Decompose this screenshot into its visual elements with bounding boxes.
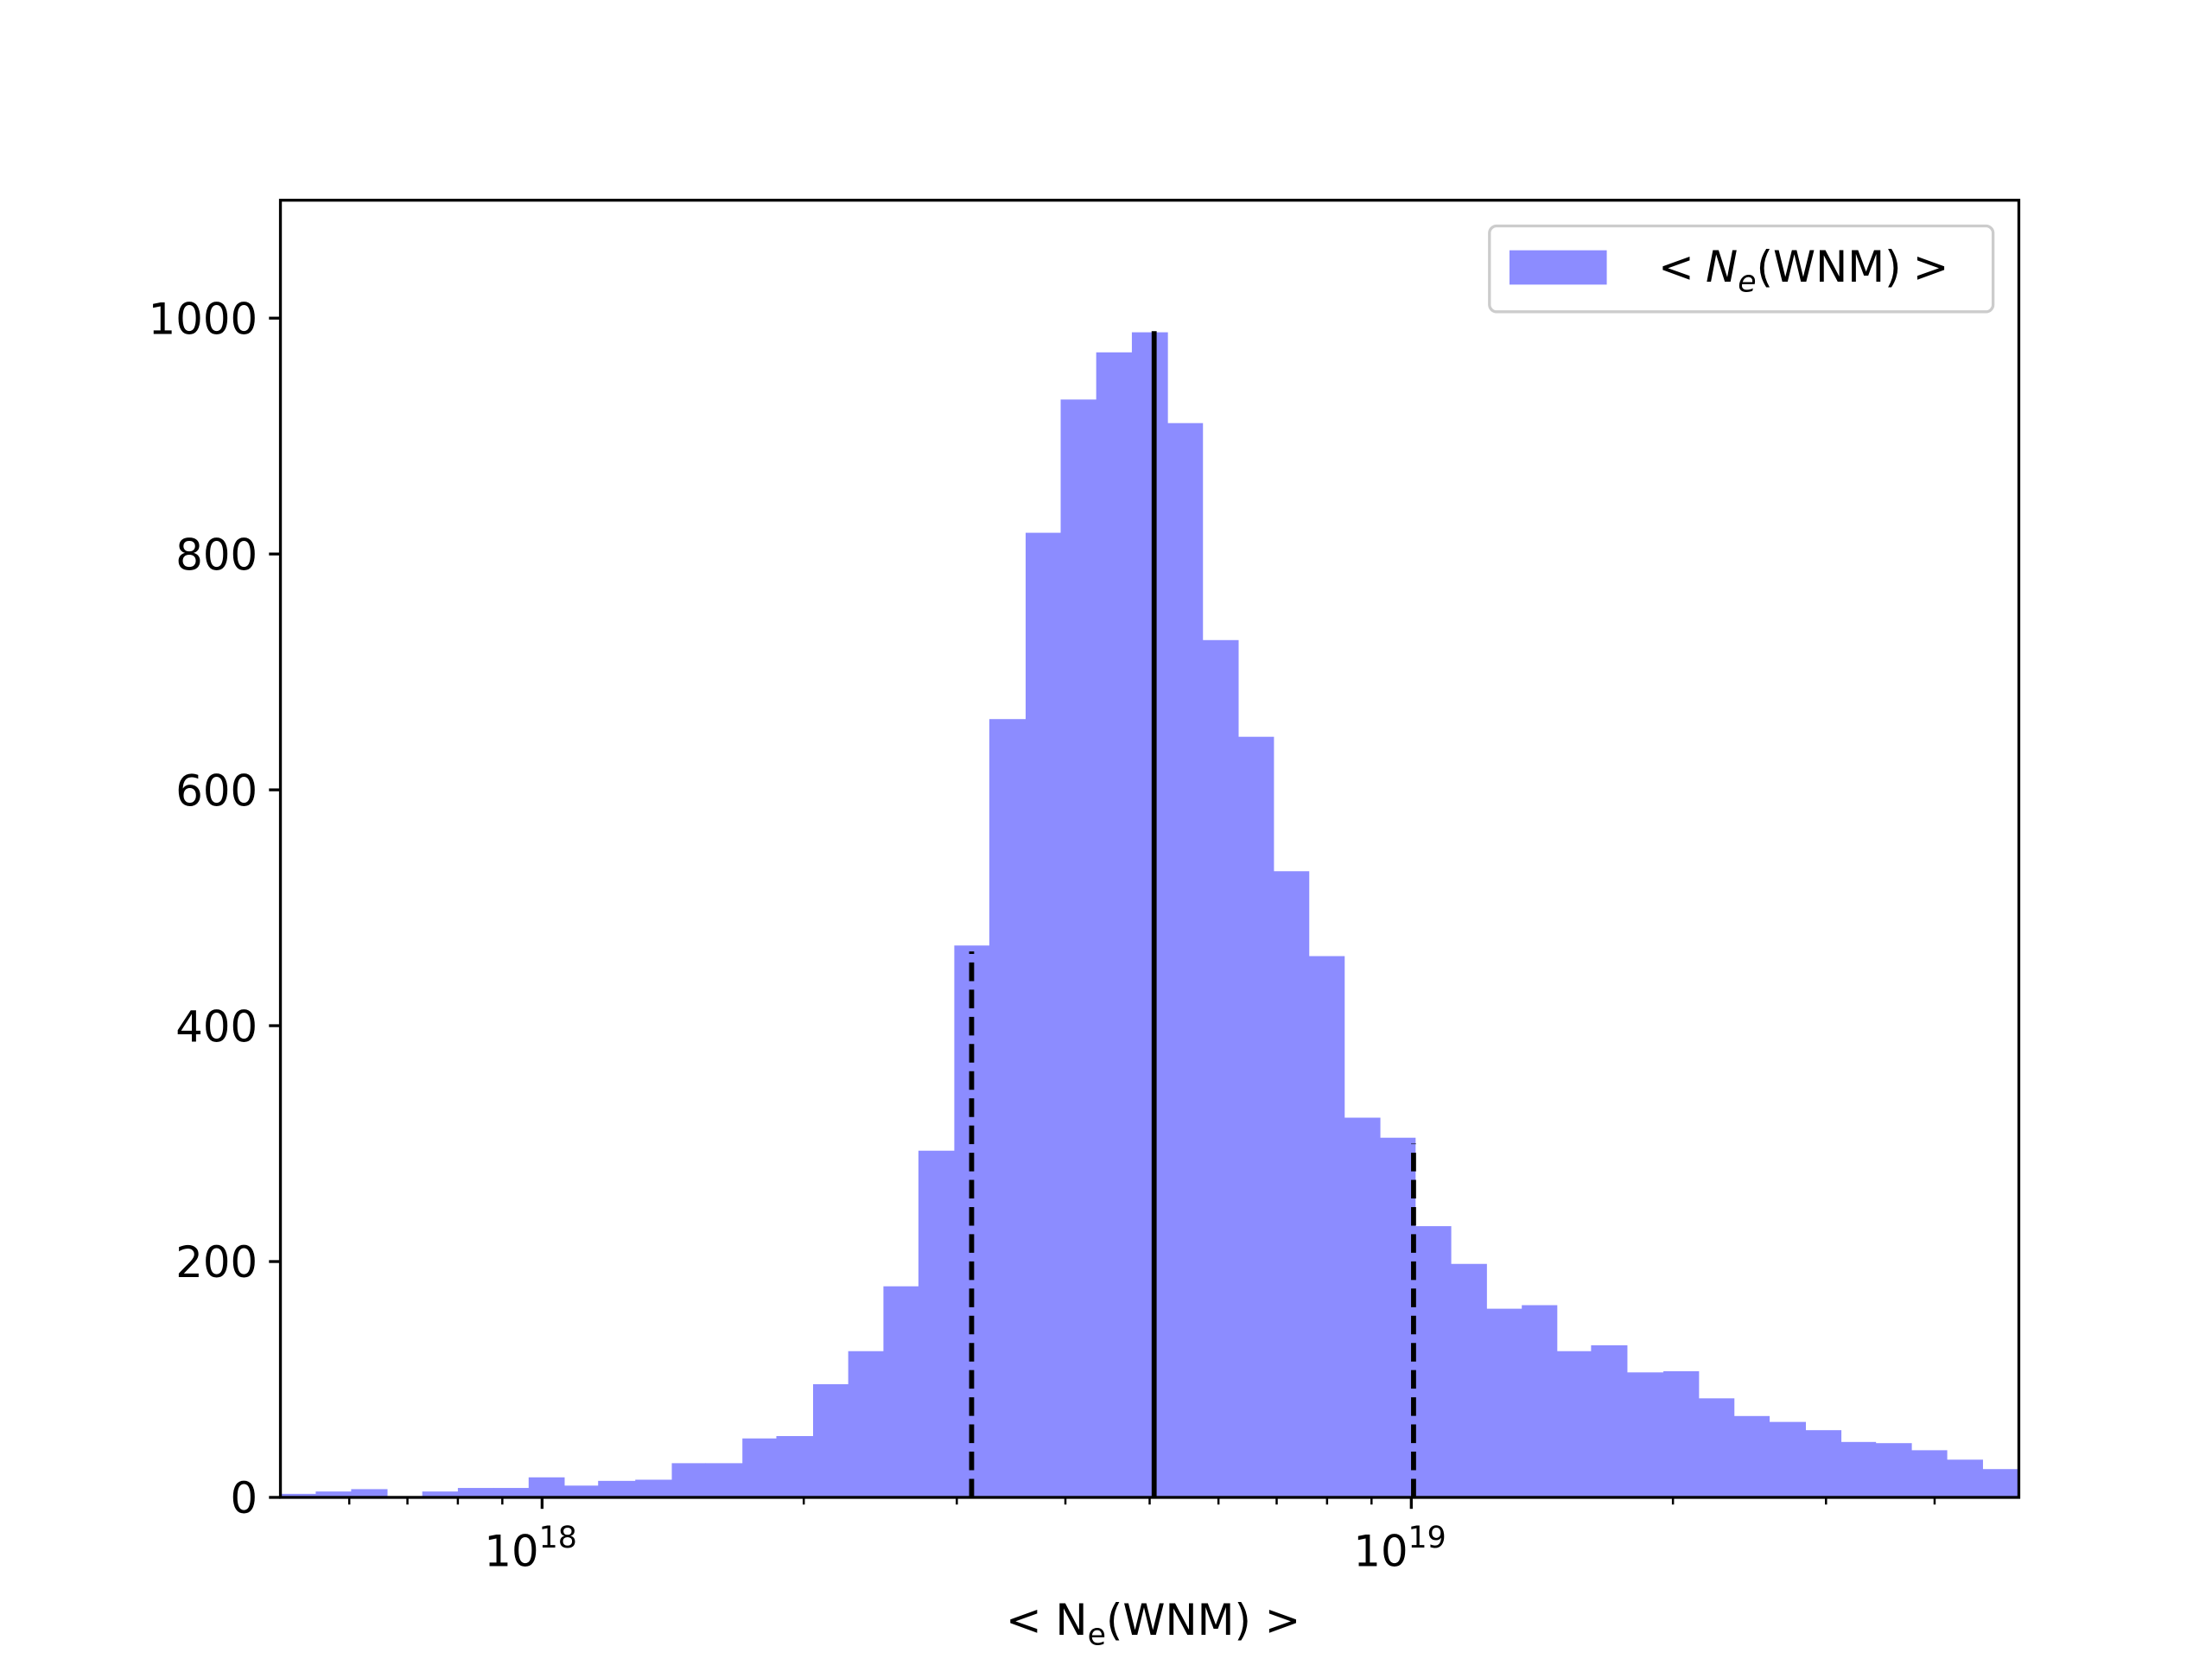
bar	[1202, 639, 1239, 1497]
bar	[1769, 1421, 1807, 1497]
bar	[812, 1383, 849, 1497]
bar	[1591, 1344, 1628, 1497]
bar	[563, 1485, 599, 1497]
bar	[422, 1491, 459, 1497]
x-tick-base: 10	[1353, 1526, 1408, 1576]
bar	[1414, 1226, 1452, 1497]
bar	[1663, 1370, 1700, 1497]
bar	[1025, 532, 1062, 1497]
bar	[1946, 1459, 1983, 1497]
x-label-sub: e	[1088, 1618, 1106, 1652]
legend: < Ne(WNM) >	[1488, 224, 1995, 314]
bar	[1273, 871, 1310, 1497]
bar	[598, 1480, 636, 1497]
bar	[1556, 1351, 1592, 1497]
bar	[1344, 1117, 1381, 1497]
bar	[1910, 1450, 1948, 1497]
x-tick-base: 10	[484, 1526, 538, 1576]
bar	[1698, 1398, 1735, 1497]
bar	[493, 1488, 530, 1497]
legend-text: (WNM)	[1757, 242, 1902, 292]
bar	[848, 1351, 885, 1497]
bar	[671, 1463, 706, 1497]
bar	[1840, 1441, 1877, 1497]
legend-text: >	[1913, 242, 1949, 292]
x-tick-exponent: 19	[1408, 1521, 1446, 1555]
legend-text: <	[1658, 242, 1694, 292]
bar	[1450, 1263, 1487, 1497]
bar	[1486, 1308, 1522, 1497]
bar	[1060, 399, 1097, 1497]
bar	[883, 1286, 919, 1497]
bar	[1805, 1430, 1842, 1497]
legend-label: < Ne(WNM) >	[1658, 242, 1948, 300]
bar	[1308, 956, 1345, 1497]
x-tick-label: 1019	[1353, 1521, 1446, 1577]
x-label-part: < N	[1006, 1595, 1088, 1645]
bar	[635, 1479, 673, 1497]
y-tick-label: 0	[230, 1473, 257, 1523]
bar	[351, 1489, 388, 1497]
bar	[1379, 1137, 1416, 1497]
bar	[1237, 736, 1274, 1497]
y-tick-label: 800	[175, 530, 257, 580]
x-tick-label: 1018	[484, 1521, 576, 1577]
bar	[1096, 352, 1133, 1497]
legend-sub: e	[1738, 265, 1756, 300]
x-tick-exponent: 18	[539, 1521, 577, 1555]
bar	[776, 1435, 814, 1497]
bar	[988, 719, 1027, 1497]
bar	[918, 1150, 956, 1497]
bar	[457, 1488, 494, 1497]
y-tick-label: 200	[175, 1237, 257, 1287]
bar	[1626, 1372, 1664, 1497]
plot-area	[280, 331, 2020, 1497]
bar	[280, 1493, 317, 1497]
bar	[315, 1491, 353, 1497]
bar	[1522, 1305, 1558, 1497]
bar	[742, 1438, 778, 1497]
y-tick-label: 400	[175, 1001, 257, 1052]
bar	[1982, 1469, 2020, 1497]
legend-text: N	[1706, 242, 1738, 292]
bar	[1875, 1443, 1912, 1497]
legend-frame	[1488, 224, 1995, 314]
bar	[1733, 1415, 1770, 1497]
x-label-part: (WNM) >	[1106, 1595, 1300, 1645]
bar	[1131, 332, 1168, 1497]
y-tick-label: 1000	[149, 294, 257, 344]
legend-swatch	[1509, 250, 1607, 285]
x-axis-label: < Ne(WNM) >	[1006, 1595, 1300, 1653]
bar	[1166, 423, 1204, 1497]
bar	[528, 1477, 565, 1497]
y-tick-label: 600	[175, 766, 257, 816]
bar	[705, 1463, 743, 1497]
